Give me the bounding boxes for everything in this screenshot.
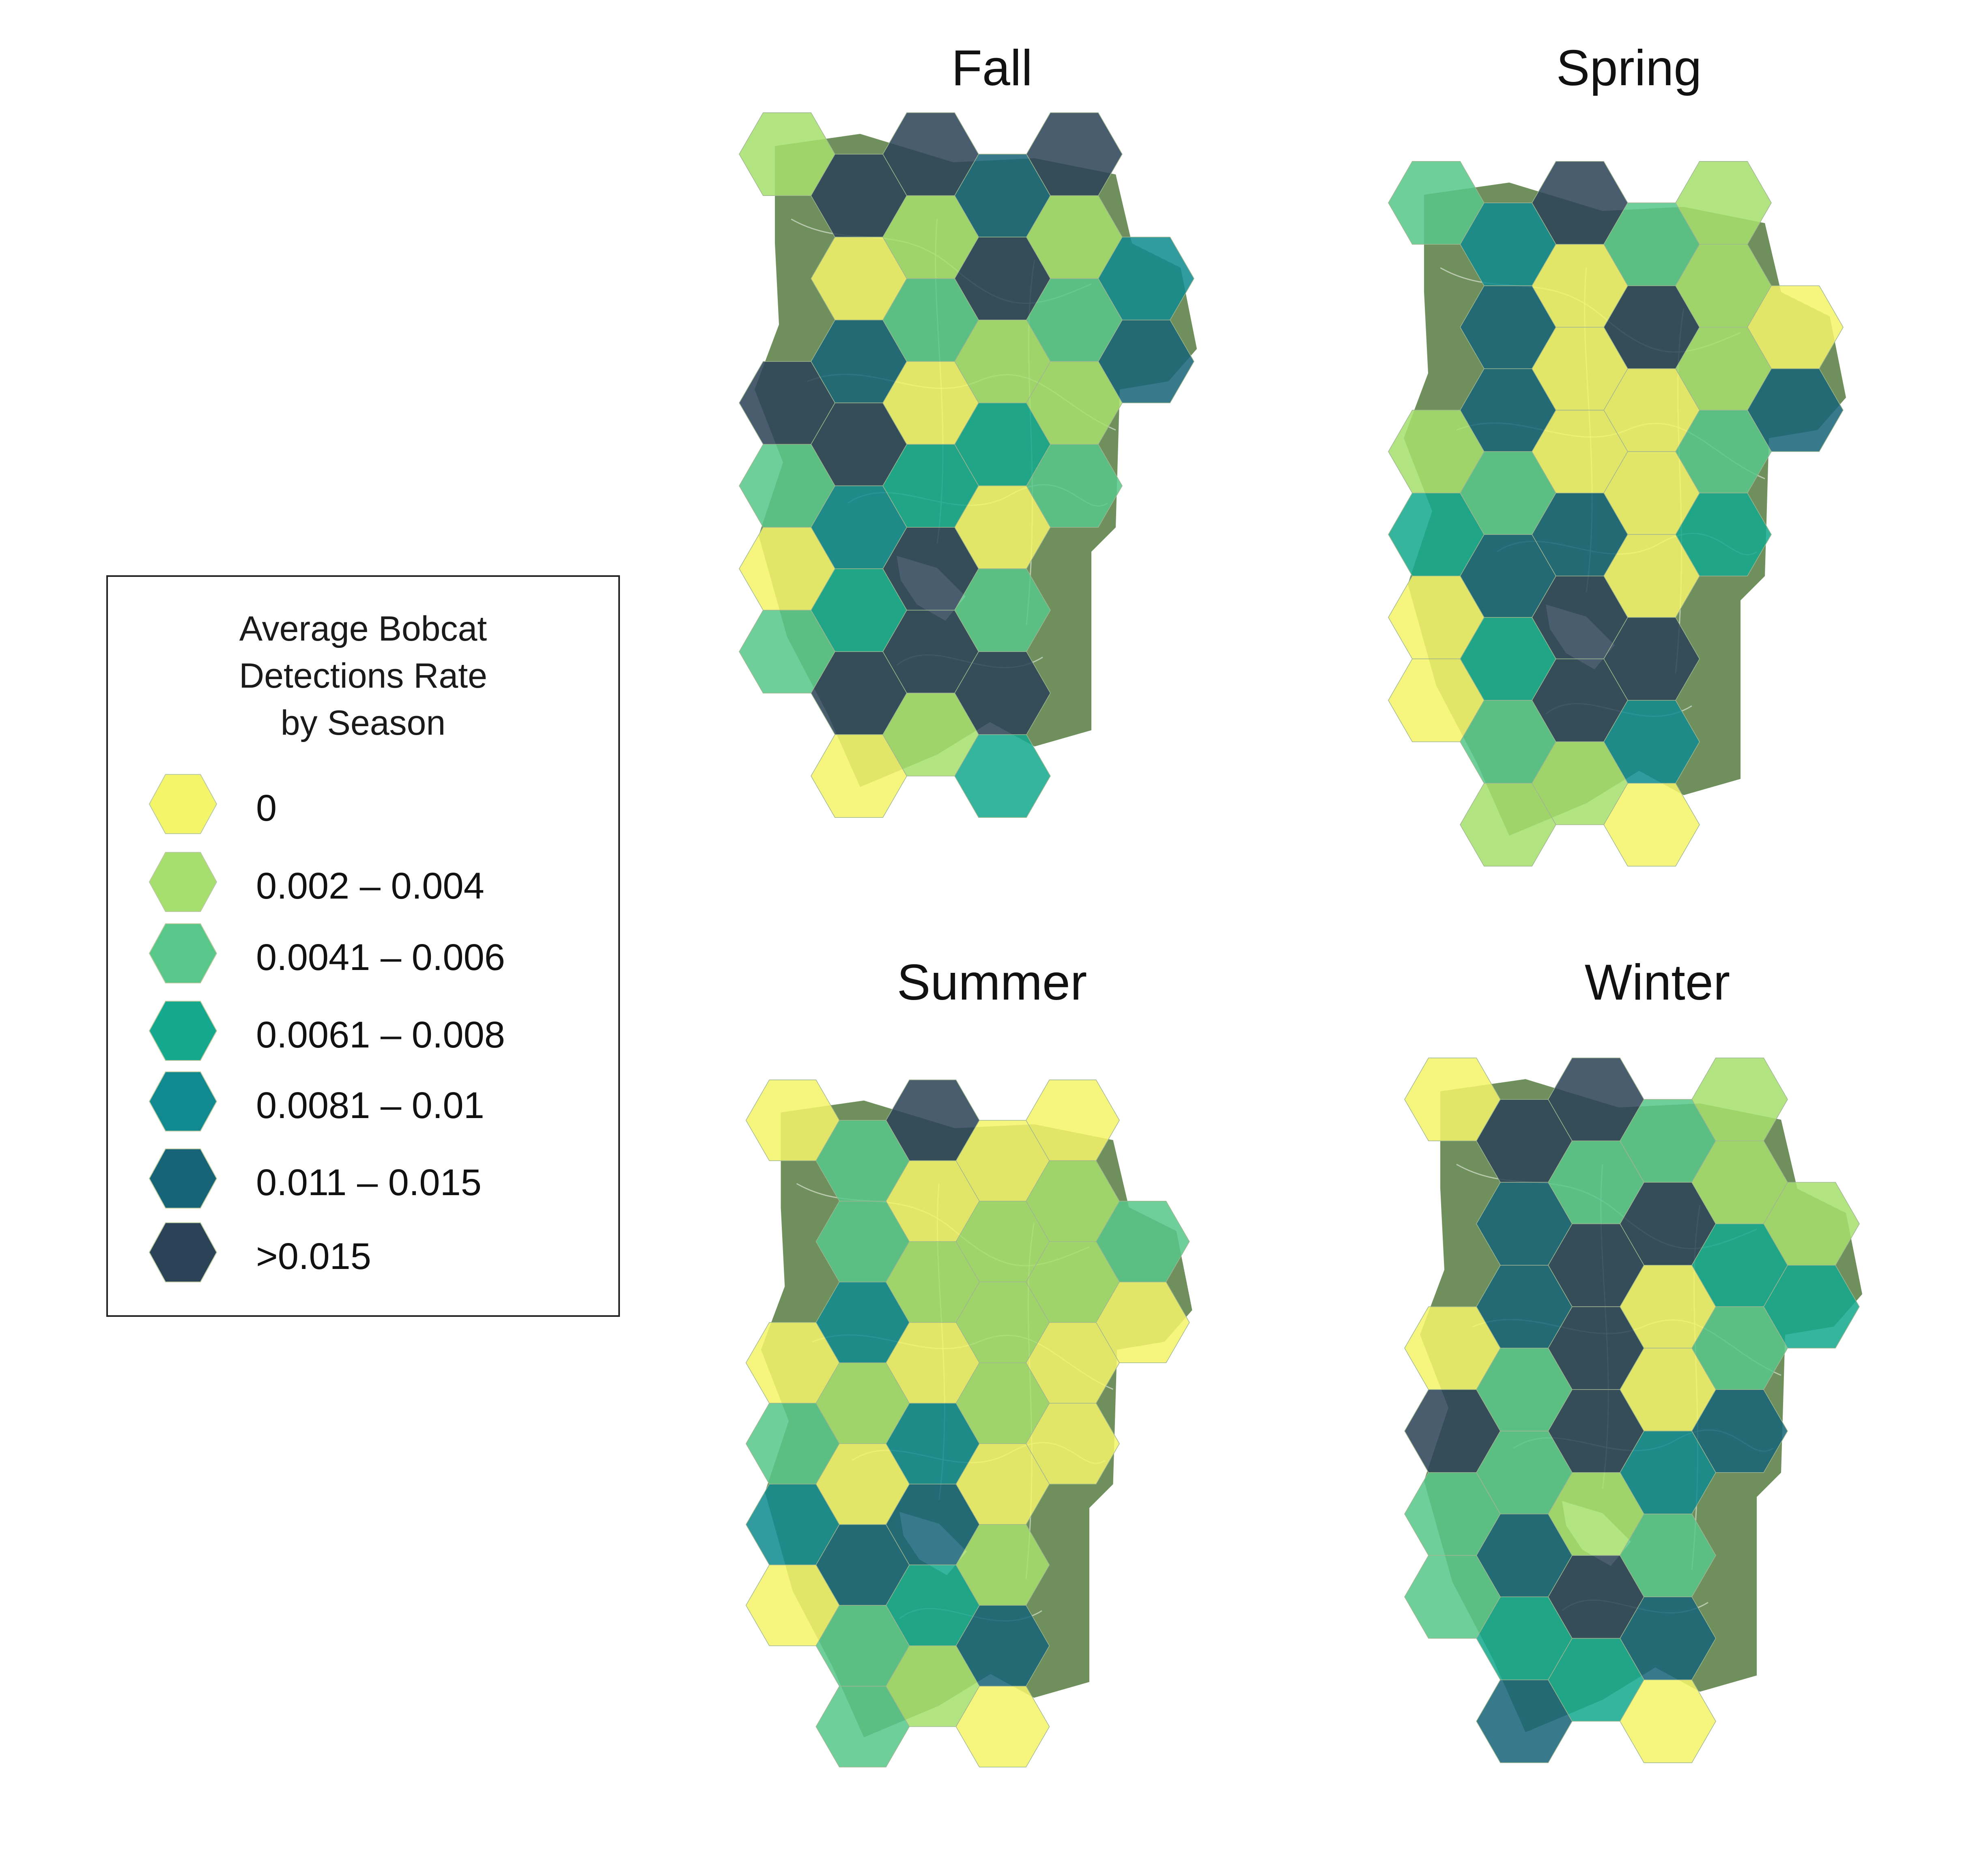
legend-swatch-6 xyxy=(148,1222,217,1282)
map-panel-fall xyxy=(739,112,1197,818)
legend-item-1: 0.002 – 0.004 xyxy=(108,852,618,916)
legend-swatch-4 xyxy=(148,1071,217,1131)
legend-title-line-3: by Season xyxy=(280,703,446,742)
panel-title-fall: Fall xyxy=(951,40,1033,96)
hex-grid xyxy=(1404,1058,1860,1763)
hex-cell xyxy=(1675,492,1772,576)
map-panel-winter xyxy=(1404,1058,1862,1763)
legend-label-3: 0.0061 – 0.008 xyxy=(256,1014,505,1056)
legend-title-line-1: Average Bobcat xyxy=(239,609,487,648)
legend-label-6: >0.015 xyxy=(256,1236,371,1277)
legend: Average Bobcat Detections Rate by Season… xyxy=(106,575,620,1317)
hex-cell xyxy=(1603,783,1700,867)
hex-cell xyxy=(954,734,1051,818)
legend-swatch-2 xyxy=(148,923,217,983)
legend-swatch-3 xyxy=(148,1001,217,1061)
hex-cell xyxy=(1620,1679,1716,1763)
hex-grid xyxy=(739,112,1194,818)
hex-grid xyxy=(745,1080,1190,1768)
legend-label-2: 0.0041 – 0.006 xyxy=(256,937,505,978)
hex-cell xyxy=(955,1686,1050,1768)
legend-title: Average Bobcat Detections Rate by Season xyxy=(108,605,618,746)
legend-title-line-2: Detections Rate xyxy=(239,656,487,695)
legend-swatch-1 xyxy=(148,852,217,912)
legend-item-4: 0.0081 – 0.01 xyxy=(108,1071,618,1136)
legend-swatch-0 xyxy=(148,774,217,834)
legend-item-0: 0 xyxy=(108,774,618,839)
map-panel-summer xyxy=(745,1080,1192,1768)
legend-label-4: 0.0081 – 0.01 xyxy=(256,1085,484,1126)
hex-cell xyxy=(1026,444,1123,528)
hex-cell xyxy=(1026,1403,1120,1484)
legend-item-3: 0.0061 – 0.008 xyxy=(108,1000,618,1065)
legend-swatch-5 xyxy=(148,1148,217,1209)
legend-label-0: 0 xyxy=(256,787,277,829)
legend-item-5: 0.011 – 0.015 xyxy=(108,1148,618,1213)
hex-grid xyxy=(1388,161,1844,867)
panel-title-summer: Summer xyxy=(897,955,1087,1011)
legend-item-2: 0.0041 – 0.006 xyxy=(108,923,618,988)
legend-label-1: 0.002 – 0.004 xyxy=(256,865,484,907)
hex-cell xyxy=(1691,1389,1788,1473)
map-panel-spring xyxy=(1388,161,1846,867)
panel-title-spring: Spring xyxy=(1556,40,1702,96)
legend-item-6: >0.015 xyxy=(108,1222,618,1287)
legend-label-5: 0.011 – 0.015 xyxy=(256,1162,482,1203)
panel-title-winter: Winter xyxy=(1584,955,1730,1011)
